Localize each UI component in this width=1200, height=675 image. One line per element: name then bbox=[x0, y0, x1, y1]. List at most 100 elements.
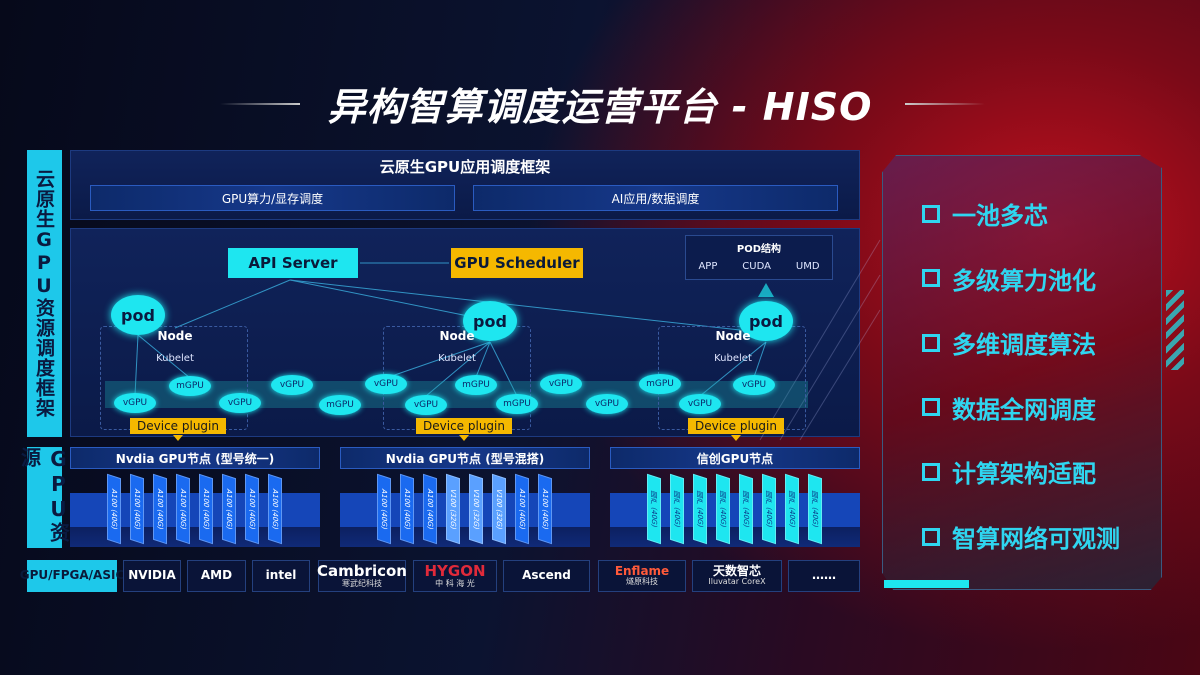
feature-label: 一池多芯 bbox=[952, 202, 1048, 230]
vendor-logo-: …… bbox=[788, 560, 860, 592]
vendor-logo-amd: AMD bbox=[187, 560, 246, 592]
gpu-card: 国产 (40G) bbox=[739, 473, 753, 545]
node-label: Node bbox=[157, 329, 193, 343]
device-plugin-2: Device plugin bbox=[416, 418, 512, 434]
vgpu-ellipse: vGPU bbox=[365, 374, 407, 394]
checkbox-square-icon bbox=[922, 527, 940, 546]
api-node3-link bbox=[289, 279, 741, 331]
vendor-subtitle: Iluvatar CoreX bbox=[708, 577, 766, 587]
gpu-card: A100 (40G) bbox=[268, 473, 282, 545]
gpu-card: A100 (40G) bbox=[153, 473, 167, 545]
pod-1: pod bbox=[111, 295, 165, 335]
pod-structure-app: APP bbox=[698, 261, 718, 272]
mgpu-ellipse: mGPU bbox=[455, 375, 497, 395]
vendor-logo-hygon: HYGON 中 科 海 光 bbox=[413, 560, 497, 592]
feature-panel bbox=[882, 155, 1162, 590]
feature-item: 一池多芯 bbox=[922, 196, 1048, 231]
checkbox-square-icon bbox=[922, 269, 940, 288]
kubelet-label: Kubelet bbox=[156, 353, 194, 364]
chip-type-label: GPU/FPGA/ASIC bbox=[20, 560, 124, 592]
pod-structure-umd: UMD bbox=[795, 261, 820, 272]
mgpu-ellipse: mGPU bbox=[496, 394, 538, 414]
gpu-card: A100 (40G) bbox=[400, 473, 414, 545]
feature-item: 多维调度算法 bbox=[922, 325, 1096, 360]
gpu-card: 国产 (40G) bbox=[785, 473, 799, 545]
gpu-card: 国产 (40G) bbox=[716, 473, 730, 545]
vendor-name: AMD bbox=[200, 568, 233, 583]
gpu-card: V100 (32G) bbox=[446, 473, 460, 545]
gpu-card: 国产 (40G) bbox=[647, 473, 661, 545]
feature-item: 计算架构适配 bbox=[922, 454, 1096, 489]
vendor-logo-cambricon: Cambricon 寒武纪科技 bbox=[317, 560, 407, 592]
framework-label: 云原生GPU资源调度框架 bbox=[27, 150, 62, 437]
mgpu-ellipse: mGPU bbox=[169, 376, 211, 396]
feature-label: 多级算力池化 bbox=[952, 266, 1096, 295]
vendor-subtitle: 寒武纪科技 bbox=[342, 578, 382, 588]
gpu-node-header: 信创GPU节点 bbox=[610, 447, 860, 469]
feature-label: 多维调度算法 bbox=[952, 331, 1096, 360]
checkbox-square-icon bbox=[922, 462, 940, 481]
device-plugin-3: Device plugin bbox=[688, 418, 784, 434]
gpu-card: V100 (32G) bbox=[469, 473, 483, 545]
vgpu-ellipse: vGPU bbox=[540, 374, 582, 394]
gpu-card: A100 (40G) bbox=[199, 473, 213, 545]
page-title: 异构智算调度运营平台 - HISO bbox=[327, 85, 873, 129]
vendor-name: intel bbox=[265, 568, 297, 583]
ai-scheduling-bar: AI应用/数据调度 bbox=[473, 185, 838, 211]
vendor-name: Enflame bbox=[614, 564, 670, 578]
panel-stripes bbox=[1166, 290, 1184, 370]
vgpu-ellipse: vGPU bbox=[733, 375, 775, 395]
vendor-logo-enflame: Enflame 燧原科技 bbox=[598, 560, 686, 592]
vgpu-ellipse: vGPU bbox=[586, 394, 628, 414]
feature-item: 数据全网调度 bbox=[922, 390, 1096, 425]
pod-structure-box: POD结构 APP CUDA UMD bbox=[685, 235, 833, 280]
gpu-card: A100 (40G) bbox=[107, 473, 121, 545]
pod-2: pod bbox=[463, 301, 517, 341]
pod-structure-cuda: CUDA bbox=[742, 261, 771, 272]
vgpu-ellipse: vGPU bbox=[405, 395, 447, 415]
mgpu-ellipse: mGPU bbox=[639, 374, 681, 394]
vendor-name: Ascend bbox=[522, 568, 571, 583]
gpu-node-header: Nvdia GPU节点 (型号混搭) bbox=[340, 447, 590, 469]
feature-label: 数据全网调度 bbox=[952, 395, 1096, 424]
vendor-logo-ascend: Ascend bbox=[503, 560, 590, 592]
kubelet-label: Kubelet bbox=[438, 353, 476, 364]
gpu-card: V100 (32G) bbox=[492, 473, 506, 545]
gpu-card: A100 (40G) bbox=[377, 473, 391, 545]
gpu-card: A100 (40G) bbox=[130, 473, 144, 545]
vendor-logo-: 天数智芯 Iluvatar CoreX bbox=[692, 560, 782, 592]
vendor-subtitle: 燧原科技 bbox=[626, 577, 658, 587]
device-plugin-arrow-icon bbox=[173, 435, 183, 441]
gpu-scheduling-bar: GPU算力/显存调度 bbox=[90, 185, 455, 211]
vendor-subtitle: 中 科 海 光 bbox=[435, 578, 475, 588]
gpu-card: 国产 (40G) bbox=[693, 473, 707, 545]
api-node1-link bbox=[174, 279, 291, 329]
title-decoration-left bbox=[220, 103, 300, 105]
vgpu-ellipse: vGPU bbox=[271, 375, 313, 395]
panel-accent bbox=[884, 580, 969, 588]
gpu-card: A100 (40G) bbox=[538, 473, 552, 545]
api-server-box: API Server bbox=[228, 248, 358, 278]
checkbox-square-icon bbox=[922, 333, 940, 352]
checkbox-square-icon bbox=[922, 398, 940, 417]
gpu-node-header: Nvdia GPU节点 (型号统一) bbox=[70, 447, 320, 469]
feature-item: 智算网络可观测 bbox=[922, 519, 1120, 554]
gpu-card: A100 (40G) bbox=[222, 473, 236, 545]
vgpu-ellipse: vGPU bbox=[679, 394, 721, 414]
device-plugin-1: Device plugin bbox=[130, 418, 226, 434]
feature-item: 多级算力池化 bbox=[922, 261, 1096, 296]
feature-label: 智算网络可观测 bbox=[952, 525, 1120, 553]
device-plugin-arrow-icon bbox=[731, 435, 741, 441]
gpu-card: A100 (40G) bbox=[515, 473, 529, 545]
kubelet-label: Kubelet bbox=[714, 353, 752, 364]
pod-structure-title: POD结构 bbox=[736, 244, 782, 255]
pod-up-arrow-icon bbox=[758, 283, 774, 297]
vendor-logo-nvidia: NVIDIA bbox=[123, 560, 181, 592]
node-label: Node bbox=[715, 329, 751, 343]
gpu-scheduler-box: GPU Scheduler bbox=[451, 248, 583, 278]
app-framework-title: 云原生GPU应用调度框架 bbox=[379, 158, 551, 176]
vendor-name: …… bbox=[812, 568, 836, 583]
api-node2-link bbox=[289, 279, 479, 319]
mgpu-ellipse: mGPU bbox=[319, 395, 361, 415]
